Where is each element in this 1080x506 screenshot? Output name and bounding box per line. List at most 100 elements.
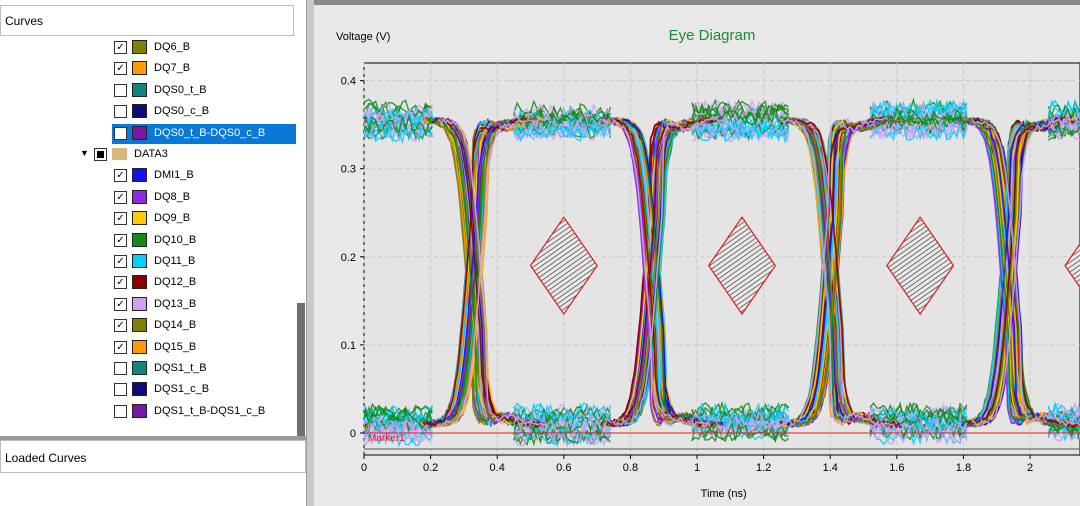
visibility-checkbox[interactable]: [94, 148, 107, 161]
curve-color-swatch[interactable]: [132, 296, 147, 311]
visibility-checkbox[interactable]: [114, 362, 127, 375]
tree-item[interactable]: ✓ DQ15_B: [112, 338, 296, 358]
curve-color-swatch[interactable]: [132, 61, 147, 76]
tree-item-label: DQ6_B: [154, 41, 191, 53]
tree-item[interactable]: ✓ DQ14_B: [112, 316, 296, 336]
x-tick-label: 1: [694, 462, 700, 474]
visibility-checkbox[interactable]: [114, 83, 127, 97]
trace-level: [1047, 405, 1080, 422]
trace-level: [1047, 121, 1080, 137]
eye-mask[interactable]: [886, 216, 955, 316]
curve-color-swatch[interactable]: [132, 361, 147, 375]
trace-level: [1047, 108, 1080, 126]
tree-item[interactable]: ✓ DQ8_B: [112, 188, 296, 208]
curves-tree[interactable]: ✓ DQ6_B ✓ DQ7_B DQS0_t_B DQS0_c_B DQS0_t_B-DQS…: [0, 36, 296, 434]
tree-item[interactable]: ✓ DQ11_B: [112, 252, 296, 272]
tree-item[interactable]: ✓ DMI1_B: [112, 166, 296, 186]
tree-item-label: DQS1_t_B: [154, 362, 207, 374]
visibility-checkbox[interactable]: [114, 126, 127, 140]
visibility-checkbox[interactable]: ✓: [114, 41, 127, 54]
visibility-checkbox[interactable]: [114, 404, 127, 418]
trace-level: [1047, 402, 1080, 422]
trace-level: [1047, 410, 1080, 425]
x-axis-label: Time (ns): [701, 488, 747, 500]
trace-level: [513, 402, 612, 422]
tree-folder-data3[interactable]: ▼ DATA3: [80, 145, 290, 165]
trace-edge: [364, 119, 366, 122]
curve-color-swatch[interactable]: [132, 189, 147, 204]
tree-item[interactable]: DQS1_c_B: [112, 380, 296, 400]
trace-level: [364, 428, 433, 447]
visibility-checkbox[interactable]: ✓: [114, 255, 127, 268]
trace-level: [364, 109, 433, 131]
curve-color-swatch[interactable]: [132, 82, 147, 97]
curve-color-swatch[interactable]: [132, 318, 147, 333]
trace-level: [1047, 419, 1080, 438]
visibility-checkbox[interactable]: ✓: [114, 62, 127, 76]
tree-item[interactable]: ✓ DQ6_B: [112, 38, 296, 58]
trace-level: [691, 401, 790, 423]
panel-splitter[interactable]: [0, 436, 308, 440]
tree-item[interactable]: ✓ DQ7_B: [112, 59, 296, 79]
visibility-checkbox[interactable]: ✓: [114, 190, 127, 204]
trace-level: [364, 107, 433, 126]
curve-color-swatch[interactable]: [132, 403, 147, 418]
visibility-checkbox[interactable]: [114, 105, 127, 119]
visibility-checkbox[interactable]: ✓: [114, 212, 127, 226]
curve-color-swatch[interactable]: [132, 232, 147, 247]
visibility-checkbox[interactable]: ✓: [114, 276, 127, 290]
eye-mask[interactable]: [529, 216, 598, 316]
visibility-checkbox[interactable]: ✓: [114, 340, 127, 354]
expand-arrow-icon[interactable]: ▼: [80, 148, 89, 158]
trace-edge: [422, 117, 532, 427]
curve-color-swatch[interactable]: [132, 40, 147, 54]
trace-edge: [364, 119, 365, 120]
trace-edge: [957, 117, 1066, 428]
tree-item[interactable]: DQS0_c_B: [112, 102, 296, 122]
curve-color-swatch[interactable]: [132, 339, 147, 354]
x-tick-label: 0.2: [423, 462, 438, 474]
trace-edge: [606, 117, 715, 429]
tree-item[interactable]: ✓ DQ13_B: [112, 295, 296, 315]
tree-item[interactable]: ✓ DQ12_B: [112, 273, 296, 293]
eye-mask[interactable]: [707, 216, 777, 316]
trace-edge: [364, 119, 365, 123]
trace-edge: [794, 119, 903, 429]
tree-item[interactable]: DQS1_t_B: [112, 359, 296, 379]
visibility-checkbox[interactable]: [114, 383, 127, 397]
trace-edge: [779, 117, 888, 428]
curve-color-swatch[interactable]: [132, 168, 147, 183]
tree-item[interactable]: DQS0_t_B: [112, 81, 296, 101]
tree-item-label: DQS1_c_B: [154, 383, 210, 396]
curve-color-swatch[interactable]: [132, 211, 147, 226]
visibility-checkbox[interactable]: ✓: [114, 319, 127, 333]
x-tick-label: 1.4: [823, 462, 838, 474]
trace-level: [513, 413, 611, 433]
curve-color-swatch[interactable]: [132, 104, 147, 119]
trace-level: [691, 107, 790, 127]
chart-title: Eye Diagram: [669, 27, 756, 44]
tree-item[interactable]: DQS1_t_B-DQS1_c_B: [112, 402, 296, 422]
curve-color-swatch[interactable]: [132, 125, 147, 140]
x-tick-label: 0: [361, 462, 367, 474]
eye-mask[interactable]: [1064, 217, 1080, 314]
trace-level: [1047, 98, 1080, 117]
visibility-checkbox[interactable]: ✓: [114, 297, 127, 311]
window-top-border: [0, 0, 1080, 5]
curve-color-swatch[interactable]: [132, 254, 147, 268]
trace-level: [364, 405, 433, 426]
tree-item[interactable]: ✓ DQ10_B: [112, 231, 296, 251]
curve-color-swatch[interactable]: [132, 275, 147, 290]
eye-diagram-chart[interactable]: Eye Diagram Voltage (V) Time (ns) 0 0.2 0.4 0.…: [314, 5, 1080, 506]
tree-item[interactable]: ✓ DQ9_B: [112, 209, 296, 229]
visibility-checkbox[interactable]: ✓: [114, 169, 127, 183]
trace-level: [869, 103, 968, 124]
main-splitter[interactable]: [306, 0, 314, 506]
tree-item[interactable]: DQS0_t_B-DQS0_c_B: [112, 123, 296, 144]
tree-scrollbar-thumb[interactable]: [297, 303, 305, 437]
trace-level: [1047, 122, 1080, 139]
curve-color-swatch[interactable]: [132, 382, 147, 397]
trace-level: [513, 415, 611, 437]
visibility-checkbox[interactable]: ✓: [114, 233, 127, 247]
x-tick-label: 1.6: [889, 462, 904, 474]
